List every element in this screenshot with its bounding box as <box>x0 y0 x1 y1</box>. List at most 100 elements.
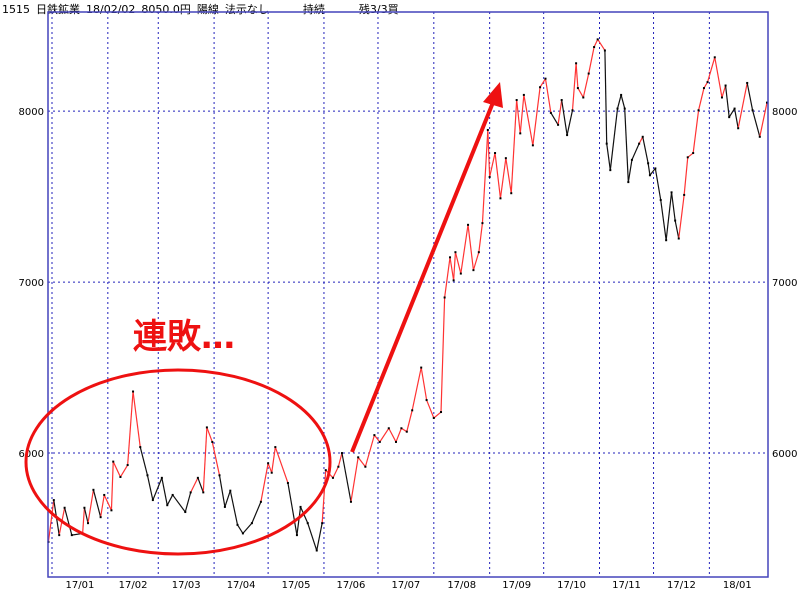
price-segment <box>395 428 402 443</box>
price-point <box>52 499 55 502</box>
price-segment <box>604 50 608 144</box>
price-segment <box>737 82 748 129</box>
price-segment <box>350 457 359 502</box>
price-segment <box>649 168 656 176</box>
price-point <box>499 197 502 200</box>
price-point <box>58 534 61 537</box>
price-point <box>146 474 149 477</box>
price-point <box>674 219 677 222</box>
price-point <box>373 434 376 437</box>
price-point <box>411 409 414 412</box>
price-segment <box>460 224 469 274</box>
price-point <box>63 506 66 509</box>
price-segment <box>119 464 129 478</box>
x-tick-label: 17/01 <box>66 580 95 590</box>
price-segment <box>103 494 112 511</box>
price-point <box>241 532 244 535</box>
price-segment <box>100 494 105 518</box>
price-segment <box>481 129 489 224</box>
price-point <box>454 251 457 254</box>
price-segment <box>110 461 114 511</box>
price-segment <box>251 501 262 524</box>
price-segment <box>539 78 546 88</box>
price-point <box>575 62 578 65</box>
price-point <box>766 101 768 104</box>
price-point <box>267 462 270 465</box>
price-segment <box>440 297 446 413</box>
price-point <box>510 192 513 195</box>
price-segment <box>364 434 375 467</box>
price-segment <box>274 446 289 484</box>
price-point <box>504 157 507 160</box>
price-segment <box>499 158 507 199</box>
price-segment <box>287 482 298 536</box>
price-point <box>394 440 397 443</box>
price-segment <box>642 136 649 164</box>
price-segment <box>674 220 680 239</box>
price-point <box>515 99 518 102</box>
price-point <box>706 81 709 84</box>
price-segment <box>316 523 323 551</box>
price-segment <box>332 466 339 479</box>
price-point <box>522 93 525 96</box>
price-point <box>605 142 608 145</box>
price-segment <box>184 492 192 513</box>
price-segment <box>337 452 343 467</box>
price-point <box>616 107 619 110</box>
price-point <box>378 440 381 443</box>
price-point <box>467 223 470 226</box>
price-point <box>274 446 277 449</box>
price-point <box>83 506 86 509</box>
price-segment <box>373 434 381 443</box>
price-point <box>420 366 423 369</box>
price-segment <box>211 441 221 476</box>
price-point <box>724 84 727 87</box>
price-segment <box>588 46 595 74</box>
price-point <box>488 175 491 178</box>
price-segment <box>631 143 640 161</box>
price-segment <box>683 157 689 195</box>
price-segment <box>609 108 619 171</box>
price-segment <box>638 136 644 144</box>
price-segment <box>236 524 244 534</box>
annotation-arrow-head <box>483 82 503 108</box>
price-segment <box>321 470 327 524</box>
price-point <box>549 111 552 114</box>
price-segment <box>296 506 302 536</box>
price-point <box>728 116 731 119</box>
price-segment <box>489 152 496 178</box>
price-segment <box>411 367 422 411</box>
price-segment <box>64 507 73 536</box>
price-point <box>189 491 192 494</box>
price-point <box>405 430 408 433</box>
x-tick-label: 17/08 <box>447 580 476 590</box>
price-segment <box>561 99 568 136</box>
y-tick-label-right: 8000 <box>772 107 797 118</box>
price-point <box>132 390 135 393</box>
price-segment <box>146 475 154 501</box>
y-tick-label-left: 8000 <box>19 107 44 118</box>
y-tick-label-left: 6000 <box>19 449 44 460</box>
price-segment <box>582 73 590 98</box>
price-point <box>103 493 106 496</box>
price-segment <box>92 489 102 518</box>
price-segment <box>523 94 534 146</box>
x-tick-label: 18/01 <box>723 580 752 590</box>
price-point <box>449 256 452 259</box>
price-segment <box>478 223 484 253</box>
price-segment <box>516 99 521 134</box>
price-point <box>627 181 630 184</box>
price-point <box>677 237 680 240</box>
x-tick-label: 17/07 <box>391 580 420 590</box>
price-segment <box>152 477 163 501</box>
y-tick-label-right: 7000 <box>772 278 797 289</box>
price-point <box>692 152 695 155</box>
price-point <box>387 427 390 430</box>
price-segment <box>206 427 213 443</box>
price-segment <box>267 463 273 473</box>
price-point <box>331 476 334 479</box>
price-segment <box>87 489 95 524</box>
x-tick-label: 17/03 <box>172 580 201 590</box>
price-segment <box>82 507 86 534</box>
price-segment <box>593 39 599 48</box>
